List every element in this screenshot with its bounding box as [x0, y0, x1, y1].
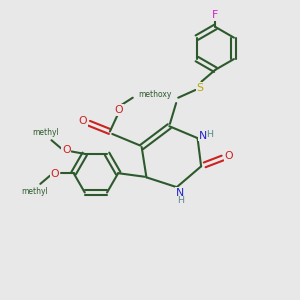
- Text: methoxy: methoxy: [138, 90, 171, 99]
- Text: O: O: [51, 169, 59, 179]
- Text: O: O: [78, 116, 87, 126]
- Text: N: N: [199, 131, 207, 141]
- Text: H: H: [206, 130, 214, 139]
- Text: methyl: methyl: [21, 187, 48, 196]
- Text: F: F: [212, 10, 218, 20]
- Text: N: N: [176, 188, 184, 197]
- Text: O: O: [225, 151, 233, 160]
- Text: methyl: methyl: [32, 128, 59, 137]
- Text: O: O: [62, 145, 70, 155]
- Text: S: S: [196, 82, 203, 93]
- Text: H: H: [177, 196, 184, 205]
- Text: O: O: [115, 105, 123, 115]
